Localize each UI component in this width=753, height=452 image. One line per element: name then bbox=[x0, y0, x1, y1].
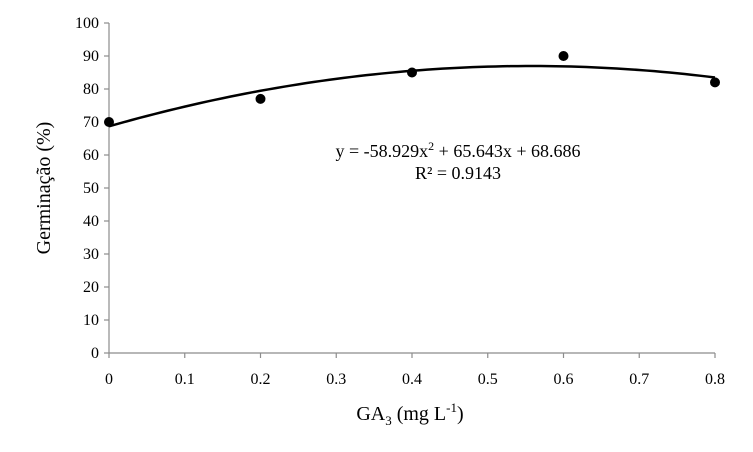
data-point bbox=[710, 77, 720, 88]
y-tick-label: 40 bbox=[83, 213, 99, 230]
x-tick-label: 0.8 bbox=[705, 371, 725, 388]
x-axis-title: GA3 (mg L-1) bbox=[356, 400, 463, 428]
y-tick-label: 90 bbox=[83, 48, 99, 65]
y-tick-label: 20 bbox=[83, 279, 99, 296]
data-point bbox=[255, 93, 266, 104]
y-tick-label: 70 bbox=[83, 114, 99, 131]
data-point bbox=[558, 51, 569, 61]
x-tick-label: 0.3 bbox=[326, 371, 346, 388]
x-tick-labels: 0 0.1 0.2 0.3 0.4 0.5 0.6 0.7 0.8 bbox=[105, 353, 725, 388]
x-tick-label: 0.6 bbox=[554, 371, 574, 388]
data-point bbox=[104, 117, 114, 127]
y-tick-label: 50 bbox=[83, 180, 99, 197]
data-point bbox=[407, 67, 417, 78]
y-tick-label: 0 bbox=[91, 345, 99, 362]
x-tick-label: 0.4 bbox=[402, 371, 422, 388]
y-tick-label: 100 bbox=[75, 15, 99, 32]
y-tick-label: 30 bbox=[83, 246, 99, 263]
x-tick-label: 0.5 bbox=[478, 371, 498, 388]
x-tick-label: 0.7 bbox=[629, 371, 649, 388]
data-points bbox=[104, 51, 720, 127]
x-tick-label: 0.1 bbox=[175, 371, 195, 388]
y-axis-title: Germinação (%) bbox=[33, 122, 55, 255]
y-tick-label: 60 bbox=[83, 147, 99, 164]
x-tick-label: 0 bbox=[105, 371, 113, 388]
y-tick-label: 80 bbox=[83, 81, 99, 98]
y-tick-label: 10 bbox=[83, 312, 99, 329]
x-tick-label: 0.2 bbox=[251, 371, 271, 388]
r-squared-label: R² = 0.9143 bbox=[415, 163, 501, 183]
equation-label: y = -58.929x2 + 65.643x + 68.686 bbox=[336, 139, 581, 161]
y-tick-labels: 0 10 20 30 40 50 60 70 80 90 100 bbox=[75, 15, 109, 362]
